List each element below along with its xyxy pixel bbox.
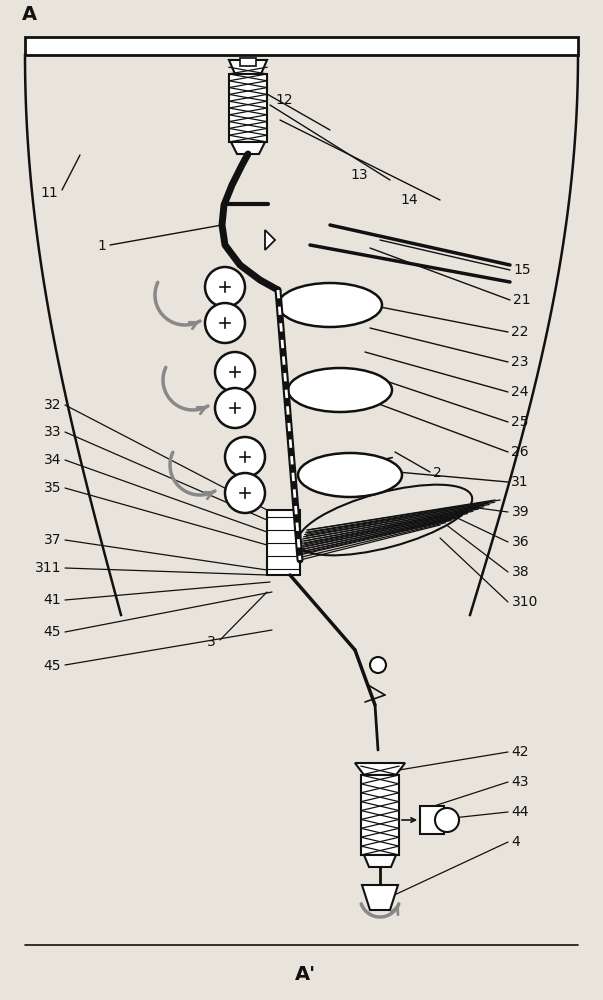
- Text: 22: 22: [511, 325, 528, 339]
- Text: 24: 24: [511, 385, 528, 399]
- Text: A': A': [294, 966, 315, 984]
- Text: 3: 3: [207, 635, 216, 649]
- Polygon shape: [229, 60, 267, 74]
- Ellipse shape: [288, 368, 392, 412]
- Circle shape: [370, 657, 386, 673]
- Circle shape: [205, 267, 245, 307]
- Polygon shape: [362, 885, 398, 910]
- Text: 32: 32: [43, 398, 61, 412]
- Circle shape: [225, 473, 265, 513]
- Text: 11: 11: [40, 186, 58, 200]
- Text: 33: 33: [43, 425, 61, 439]
- Polygon shape: [231, 142, 265, 154]
- Bar: [267, 510, 300, 575]
- Bar: [240, 58, 256, 66]
- Text: 25: 25: [511, 415, 528, 429]
- Text: 1: 1: [97, 239, 106, 253]
- Polygon shape: [355, 763, 405, 775]
- Text: 36: 36: [512, 535, 529, 549]
- Text: 13: 13: [350, 168, 368, 182]
- Text: 310: 310: [512, 595, 538, 609]
- Bar: [420, 806, 444, 834]
- Bar: [25, 37, 578, 55]
- Text: 26: 26: [511, 445, 529, 459]
- Text: 42: 42: [511, 745, 528, 759]
- Polygon shape: [265, 230, 275, 250]
- Text: 45: 45: [43, 625, 61, 639]
- Text: 41: 41: [43, 593, 61, 607]
- Text: 21: 21: [513, 293, 531, 307]
- Text: 23: 23: [511, 355, 528, 369]
- Ellipse shape: [298, 453, 402, 497]
- Circle shape: [435, 808, 459, 832]
- Text: 12: 12: [275, 93, 292, 107]
- Text: 39: 39: [512, 505, 529, 519]
- Text: 45: 45: [43, 659, 61, 673]
- Circle shape: [215, 352, 255, 392]
- Text: 31: 31: [511, 475, 529, 489]
- Circle shape: [215, 388, 255, 428]
- Circle shape: [205, 303, 245, 343]
- Ellipse shape: [298, 485, 472, 555]
- Ellipse shape: [278, 283, 382, 327]
- Text: A: A: [22, 5, 37, 24]
- Text: 44: 44: [511, 805, 528, 819]
- Text: 311: 311: [34, 561, 61, 575]
- Text: 43: 43: [511, 775, 528, 789]
- Circle shape: [225, 437, 265, 477]
- Text: 2: 2: [433, 466, 442, 480]
- Text: 38: 38: [512, 565, 529, 579]
- Text: 4: 4: [511, 835, 520, 849]
- Polygon shape: [364, 855, 396, 867]
- Text: 34: 34: [43, 453, 61, 467]
- Text: 14: 14: [400, 193, 418, 207]
- Bar: [229, 74, 267, 142]
- Text: 37: 37: [43, 533, 61, 547]
- Text: 15: 15: [513, 263, 531, 277]
- Text: 35: 35: [43, 481, 61, 495]
- Bar: [361, 775, 399, 855]
